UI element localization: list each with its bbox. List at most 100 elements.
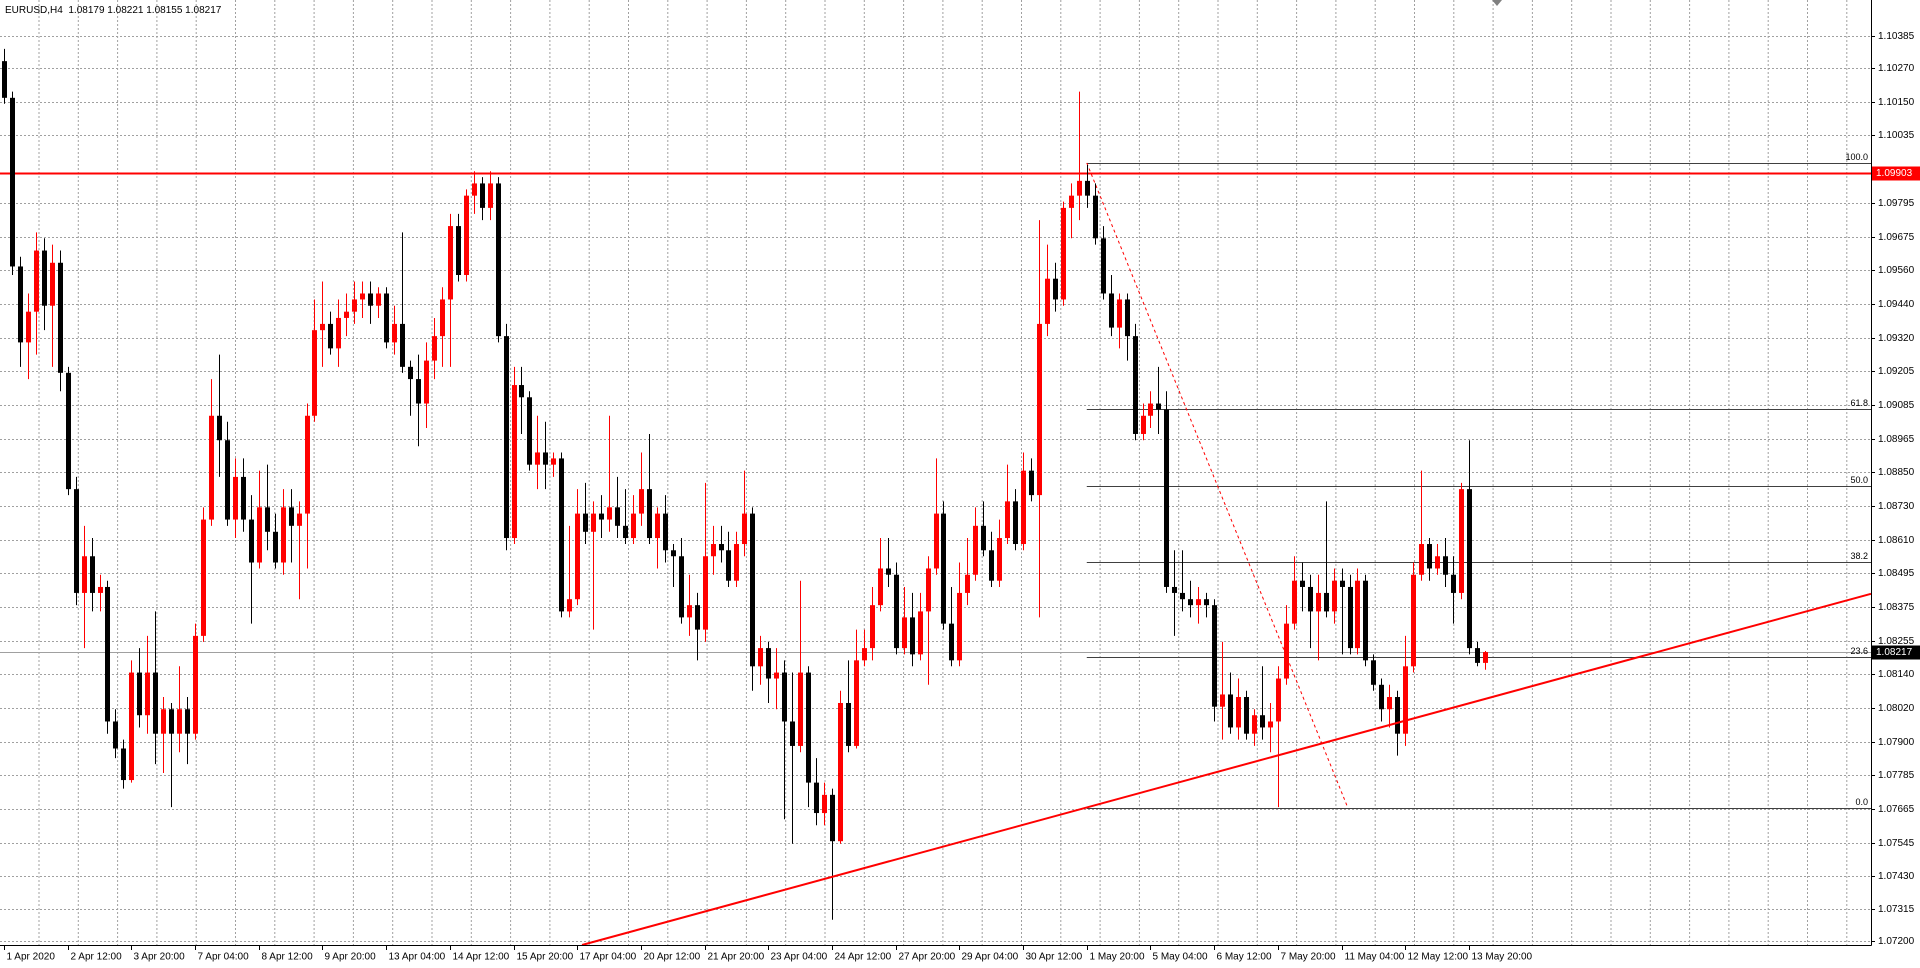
y-tick-label: 1.10035: [1878, 130, 1915, 141]
candle-body: [305, 415, 310, 514]
y-tick-label: 1.07200: [1878, 936, 1915, 947]
candle-body: [34, 250, 39, 312]
y-tick-label: 1.08020: [1878, 703, 1915, 714]
candle-body: [623, 525, 628, 539]
x-tick-label: 5 May 04:00: [1153, 952, 1208, 963]
candle-body: [1475, 648, 1480, 663]
x-tick-label: 27 Apr 20:00: [899, 952, 956, 963]
y-tick-label: 1.08140: [1878, 669, 1915, 680]
candle-body: [1284, 623, 1289, 679]
candle-body: [1029, 470, 1034, 496]
candle-body: [1117, 299, 1122, 328]
candle-body: [1467, 489, 1472, 649]
candle-body: [822, 794, 827, 814]
candle-body: [559, 458, 564, 612]
candle-body: [392, 323, 397, 343]
x-tick-label: 3 Apr 20:00: [134, 952, 186, 963]
candle-body: [26, 311, 31, 343]
candle-body: [368, 293, 373, 306]
candle-body: [153, 672, 158, 734]
candle-body: [591, 513, 596, 532]
candle-body: [1379, 684, 1384, 710]
candle-body: [1276, 678, 1281, 722]
candle-body: [862, 648, 867, 661]
candle-body: [981, 525, 986, 551]
candle-body: [719, 544, 724, 551]
trendline: [581, 592, 1872, 946]
candle-body: [1316, 592, 1321, 612]
candle-body: [1252, 715, 1257, 734]
candle-body: [687, 605, 692, 618]
fibo-label: 38.2: [1850, 551, 1868, 561]
candle-body: [1308, 586, 1313, 612]
candle-body: [1133, 336, 1138, 434]
candle-body: [965, 574, 970, 593]
hline-price-label: 1.09903: [1876, 168, 1913, 179]
candle-body: [726, 550, 731, 581]
candle-body: [1435, 556, 1440, 569]
candle-body: [1093, 195, 1098, 239]
candle-body: [639, 489, 644, 514]
y-tick-label: 1.08730: [1878, 501, 1915, 512]
candle-body: [1443, 556, 1448, 575]
candle-body: [50, 262, 55, 306]
y-tick-label: 1.07665: [1878, 804, 1915, 815]
y-tick-label: 1.08850: [1878, 467, 1915, 478]
candle-body: [424, 360, 429, 404]
candle-body: [201, 519, 206, 636]
candle-body: [90, 556, 95, 593]
candle-body: [209, 415, 214, 520]
y-tick-label: 1.07545: [1878, 838, 1915, 849]
candle-body: [1085, 180, 1090, 196]
candle-body: [663, 513, 668, 551]
candle-body: [583, 513, 588, 532]
candle-body: [1332, 580, 1337, 612]
last-high: 1.08221: [107, 5, 144, 16]
candle-body: [734, 544, 739, 581]
hline-price-box: [1872, 166, 1920, 181]
y-tick-label: 1.09205: [1878, 366, 1915, 377]
y-tick-label: 1.09320: [1878, 333, 1915, 344]
y-tick-label: 1.08495: [1878, 568, 1915, 579]
candle-body: [225, 440, 230, 520]
y-tick-label: 1.10270: [1878, 63, 1915, 74]
candle-body: [472, 183, 477, 196]
x-tick-label: 14 Apr 12:00: [453, 952, 510, 963]
candle-body: [1109, 293, 1114, 328]
candle-body: [177, 709, 182, 734]
candle-body: [910, 617, 915, 655]
candle-body: [575, 513, 580, 600]
candle-body: [1013, 501, 1018, 545]
candle-body: [854, 660, 859, 746]
candle-body: [376, 293, 381, 306]
candle-body: [774, 672, 779, 679]
candle-body: [918, 611, 923, 655]
candle-body: [416, 379, 421, 404]
candle-body: [1220, 694, 1225, 707]
x-tick-label: 2 Apr 12:00: [71, 952, 123, 963]
bid-price-box: [1872, 645, 1920, 660]
candle-body: [1371, 660, 1376, 685]
candle-body: [695, 605, 700, 630]
last-open: 1.08179: [68, 5, 105, 16]
candle-body: [504, 336, 509, 539]
y-tick-label: 1.09560: [1878, 265, 1915, 276]
y-tick-label: 1.07315: [1878, 904, 1915, 915]
candle-body: [241, 476, 246, 520]
candle-body: [512, 385, 517, 539]
y-tick-label: 1.09085: [1878, 400, 1915, 411]
candle-body: [830, 794, 835, 842]
overlay: 100.0 61.8 50.0 38.2 23.6 0.0: [581, 152, 1872, 946]
x-tick-label: 11 May 04:00: [1345, 952, 1405, 963]
candle-body: [1125, 299, 1130, 337]
symbol: EURUSD,H4: [5, 5, 63, 16]
candle-body: [344, 311, 349, 318]
chart-shift-marker[interactable]: [1492, 0, 1502, 6]
candle-body: [679, 556, 684, 618]
candle-body: [1403, 666, 1408, 734]
candle-body: [129, 672, 134, 781]
fibo-label: 100.0: [1845, 152, 1868, 162]
